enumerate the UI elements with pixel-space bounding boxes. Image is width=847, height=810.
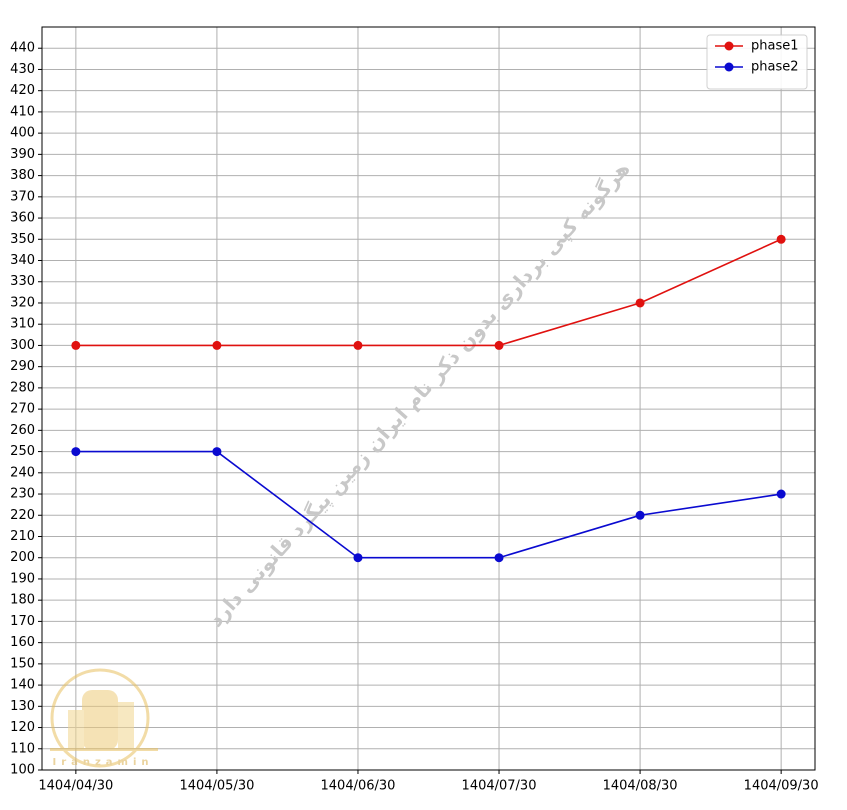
data-point — [494, 340, 504, 350]
series-line — [75, 450, 782, 559]
y-tick-label: 180 — [10, 593, 35, 608]
y-tick-label: 120 — [10, 720, 35, 735]
y-tick-label: 240 — [10, 465, 35, 480]
data-point — [494, 553, 504, 563]
y-tick-label: 290 — [10, 359, 35, 374]
data-point — [212, 340, 222, 350]
data-point — [776, 489, 786, 499]
watermark: هرگونه کپی برداری بدون ذکر نام ایران زمی… — [203, 157, 635, 633]
data-point — [353, 340, 363, 350]
data-point — [212, 447, 222, 457]
y-tick-label: 150 — [10, 656, 35, 671]
y-tick-label: 170 — [10, 614, 35, 629]
data-point — [353, 553, 363, 563]
y-tick-label: 260 — [10, 423, 35, 438]
legend-label: phase2 — [751, 60, 799, 75]
legend-marker — [724, 62, 734, 72]
y-tick-label: 400 — [10, 126, 35, 141]
legend-marker — [724, 41, 734, 51]
y-tick-label: 230 — [10, 487, 35, 502]
data-point — [776, 234, 786, 244]
x-tick-label: 1404/06/30 — [321, 779, 396, 794]
y-tick-label: 140 — [10, 678, 35, 693]
y-tick-label: 320 — [10, 295, 35, 310]
y-tick-label: 350 — [10, 232, 35, 247]
y-tick-label: 420 — [10, 83, 35, 98]
y-tick-label: 270 — [10, 402, 35, 417]
y-tick-label: 340 — [10, 253, 35, 268]
logo: Iranzamin — [50, 668, 158, 768]
y-tick-label: 330 — [10, 274, 35, 289]
logo-text: Iranzamin — [52, 757, 153, 768]
data-point — [71, 340, 81, 350]
data-point — [635, 298, 645, 308]
y-tick-label: 310 — [10, 317, 35, 332]
x-tick-label: 1404/04/30 — [38, 779, 113, 794]
y-tick-label: 380 — [10, 168, 35, 183]
y-tick-label: 360 — [10, 211, 35, 226]
y-tick-label: 370 — [10, 189, 35, 204]
y-tick-label: 200 — [10, 550, 35, 565]
y-tick-label: 300 — [10, 338, 35, 353]
series-line — [75, 238, 782, 347]
y-tick-label: 110 — [10, 741, 35, 756]
plot-frame — [41, 26, 816, 771]
y-tick-label: 130 — [10, 699, 35, 714]
legend-label: phase1 — [751, 39, 799, 54]
x-tick-label: 1404/08/30 — [603, 779, 678, 794]
y-tick-label: 190 — [10, 571, 35, 586]
y-tick-label: 440 — [10, 41, 35, 56]
y-tick-label: 390 — [10, 147, 35, 162]
x-tick-label: 1404/05/30 — [179, 779, 254, 794]
y-tick-label: 160 — [10, 635, 35, 650]
x-tick-label: 1404/09/30 — [744, 779, 819, 794]
y-tick-label: 210 — [10, 529, 35, 544]
y-tick-label: 220 — [10, 508, 35, 523]
y-tick-label: 430 — [10, 62, 35, 77]
y-tick-label: 280 — [10, 380, 35, 395]
y-tick-label: 100 — [10, 763, 35, 778]
data-point — [71, 447, 81, 457]
y-tick-label: 250 — [10, 444, 35, 459]
y-tick-label: 410 — [10, 104, 35, 119]
x-tick-label: 1404/07/30 — [462, 779, 537, 794]
data-point — [635, 510, 645, 520]
